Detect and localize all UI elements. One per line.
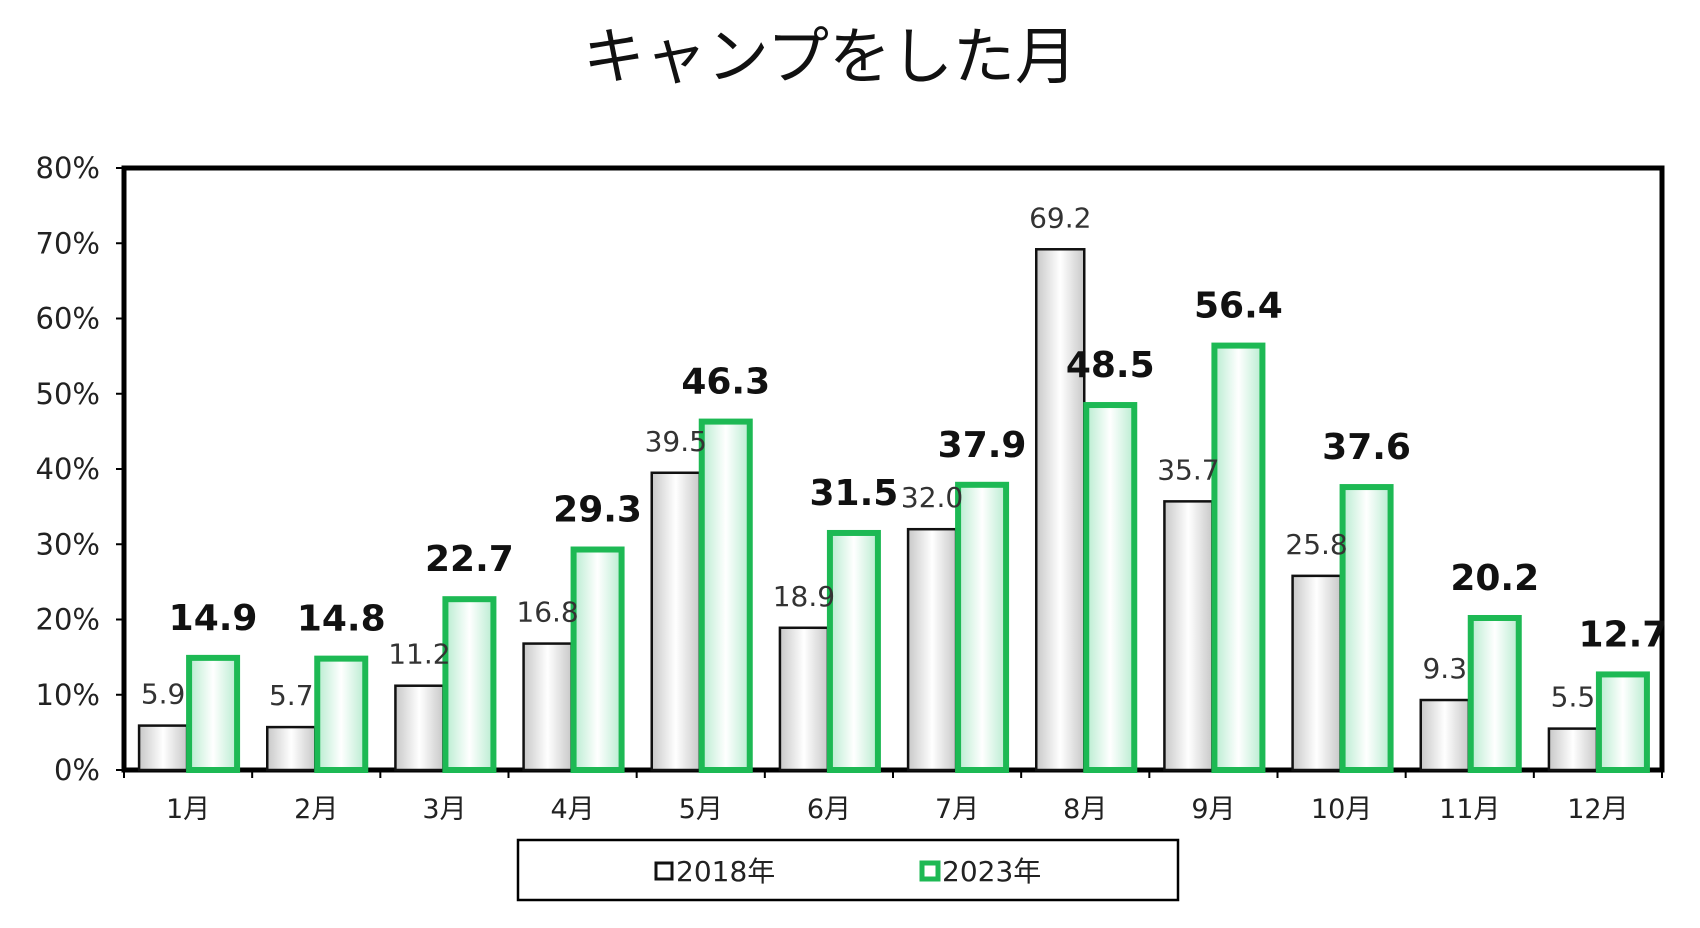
- x-tick-label: 3月: [422, 794, 466, 825]
- bars-group: [137, 248, 1650, 774]
- bar-2023: [955, 481, 1010, 773]
- bar-2023: [1211, 342, 1266, 773]
- data-label-2018: 9.3: [1422, 652, 1467, 685]
- data-label-2023: 48.5: [1066, 345, 1155, 386]
- data-label-2018: 16.8: [516, 596, 578, 629]
- bar-2023: [826, 529, 881, 774]
- data-label-2018: 11.2: [388, 638, 450, 671]
- data-label-2018: 25.8: [1285, 528, 1347, 561]
- legend-label-2018: 2018年: [676, 855, 775, 888]
- y-tick-label: 70%: [36, 226, 100, 260]
- data-label-2023: 29.3: [553, 490, 642, 531]
- bar-2018: [394, 684, 445, 772]
- y-tick-label: 40%: [36, 452, 100, 486]
- bar-2023: [186, 654, 241, 773]
- data-label-2018: 32.0: [901, 481, 963, 514]
- data-label-2018: 5.7: [269, 679, 314, 712]
- bar-2018: [1291, 574, 1342, 772]
- data-label-2018: 5.5: [1551, 681, 1596, 714]
- x-tick-label: 1月: [166, 794, 210, 825]
- plot-frame: [121, 165, 1665, 773]
- bar-2018: [778, 626, 830, 772]
- bar-2018: [906, 527, 958, 772]
- x-tick-label: 10月: [1311, 794, 1372, 825]
- bar-2023: [1339, 484, 1394, 773]
- x-tick-label: 8月: [1063, 794, 1107, 825]
- legend-swatch-2018: [654, 861, 674, 881]
- data-label-2023: 31.5: [810, 473, 899, 514]
- y-tick-label: 60%: [36, 302, 100, 336]
- x-tick-label: 9月: [1191, 794, 1235, 825]
- y-tick-label: 30%: [36, 527, 100, 561]
- data-label-2023: 37.9: [938, 425, 1027, 466]
- y-tick-label: 10%: [36, 678, 100, 712]
- y-tick-label: 80%: [36, 151, 100, 185]
- data-label-2023: 12.7: [1579, 614, 1668, 655]
- data-label-2023: 14.9: [169, 598, 258, 639]
- bar-2023: [314, 655, 369, 774]
- bar-2023: [1467, 614, 1522, 773]
- y-tick-label: 0%: [54, 753, 100, 787]
- bar-2018: [522, 642, 573, 772]
- legend-frame: [516, 838, 1180, 902]
- data-label-2023: 37.6: [1322, 427, 1411, 468]
- data-label-2023: 56.4: [1194, 286, 1283, 327]
- x-tick-label: 12月: [1567, 794, 1628, 825]
- y-tick-label: 20%: [36, 603, 100, 637]
- bar-2023: [698, 418, 753, 773]
- y-axis: 0% 10% 20% 30% 40% 50% 60% 70% 80%: [36, 151, 124, 787]
- x-tick-label: 4月: [550, 794, 594, 825]
- x-tick-label: 6月: [807, 794, 851, 825]
- data-label-2018: 35.7: [1157, 453, 1219, 486]
- x-tick-label: 11月: [1439, 794, 1500, 825]
- x-axis: 1月 2月 3月 4月 5月 6月 7月 8月 9月 10月 11月 12月: [123, 770, 1663, 825]
- bar-2018: [1163, 500, 1214, 772]
- x-tick-label: 5月: [679, 794, 723, 825]
- data-labels-group: 5.9 14.9 5.7 14.811.2 22.716.8 29.339.5 46.3 18…: [141, 201, 1668, 713]
- y-tick-label: 50%: [36, 377, 100, 411]
- x-tick-label: 2月: [294, 794, 338, 825]
- x-tick-label: 7月: [935, 794, 979, 825]
- bar-2023: [442, 596, 497, 773]
- bar-2023: [1595, 671, 1650, 773]
- legend: 2018年 2023年: [516, 838, 1180, 902]
- data-label-2018: 5.9: [141, 678, 186, 711]
- data-label-2023: 46.3: [681, 362, 770, 403]
- bar-2018: [1035, 248, 1086, 772]
- bar-2018: [1419, 698, 1470, 772]
- data-label-2023: 14.8: [297, 599, 386, 640]
- bar-2018: [650, 471, 701, 772]
- data-label-2018: 39.5: [645, 425, 707, 458]
- chart-title: キャンプをした月: [583, 20, 1077, 93]
- bar-2018: [137, 724, 189, 772]
- legend-label-2023: 2023年: [942, 855, 1041, 888]
- bar-2018: [266, 725, 317, 772]
- bar-2018: [1547, 727, 1599, 772]
- bar-2023: [570, 546, 625, 774]
- legend-swatch-2023: [919, 860, 941, 882]
- data-label-2018: 18.9: [773, 580, 835, 613]
- bar-2023: [1083, 402, 1138, 773]
- data-label-2023: 22.7: [425, 539, 514, 580]
- data-label-2023: 20.2: [1450, 558, 1539, 599]
- data-label-2018: 69.2: [1029, 201, 1091, 234]
